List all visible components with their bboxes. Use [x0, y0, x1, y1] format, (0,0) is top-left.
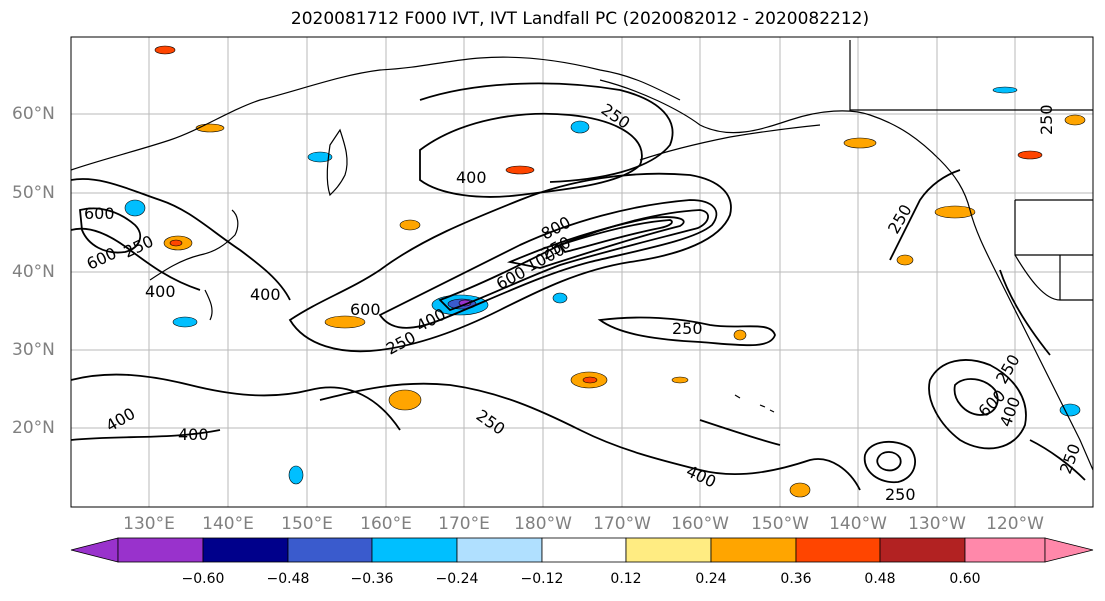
- canada-border: [849, 40, 1093, 111]
- lon-label: 180°W: [514, 514, 572, 534]
- contour-label: 250: [1037, 104, 1056, 135]
- colorbar-segment: [371, 537, 458, 563]
- lon-label: 130°E: [123, 514, 175, 534]
- contour-east-low-inner: [953, 378, 999, 416]
- alaska-coast: [599, 79, 971, 211]
- colorbar-tick-label: −0.24: [435, 571, 479, 587]
- colorbar-tick-label: −0.60: [181, 571, 225, 587]
- colorbar-segment: [287, 537, 373, 563]
- colorbar-extend-low: [70, 537, 119, 563]
- contour-label: 400: [456, 168, 487, 187]
- colorbar-segment: [625, 537, 712, 563]
- us-states: [1014, 199, 1093, 301]
- contour-250-north: [419, 82, 674, 183]
- contour-hawaii-low-inner: [876, 451, 902, 472]
- ivt-contours: [70, 82, 1086, 491]
- kamchatka: [326, 128, 348, 197]
- contour-800-jet: [506, 216, 685, 269]
- contour-label: 250: [885, 485, 916, 504]
- contour-label: 600: [350, 300, 381, 319]
- colorbar-tick-label: 0.48: [864, 571, 896, 587]
- contour-south-2: [319, 382, 861, 491]
- lat-label: 40°N: [12, 262, 55, 282]
- lon-label: 140°W: [829, 514, 887, 534]
- lon-label: 150°E: [281, 514, 333, 534]
- contour-400-jet: [378, 199, 718, 329]
- contour-label: 600: [84, 204, 115, 223]
- japan-korea: [149, 209, 239, 321]
- colorbar-tick-label: 0.24: [695, 571, 727, 587]
- colorbar-segment: [202, 537, 289, 563]
- contour-label: 400: [250, 285, 281, 304]
- lat-label: 50°N: [12, 183, 55, 203]
- colorbar-segment: [964, 537, 1046, 563]
- colorbar-segment: [456, 537, 543, 563]
- lon-label: 160°E: [360, 514, 412, 534]
- colorbar-tick-label: −0.48: [266, 571, 310, 587]
- contour-label: 400: [145, 282, 176, 301]
- colorbar: [70, 537, 1094, 563]
- hawaii: [734, 394, 775, 413]
- colorbar-segment: [117, 537, 204, 563]
- colorbar-segment: [541, 537, 627, 563]
- lon-label: 120°W: [986, 514, 1044, 534]
- map-title: 2020081712 F000 IVT, IVT Landfall PC (20…: [290, 9, 870, 29]
- colorbar-tick-label: 0.60: [949, 571, 981, 587]
- contour-south-east: [699, 419, 1086, 481]
- contour-south-1: [70, 373, 401, 441]
- map-frame: [70, 36, 1094, 508]
- lon-label: 160°W: [671, 514, 729, 534]
- colorbar-segment: [795, 537, 881, 563]
- contour-label: 400: [178, 425, 209, 444]
- colorbar-tick-label: −0.12: [520, 571, 564, 587]
- colorbar-segment: [879, 537, 966, 563]
- contour-600-jet: [438, 209, 709, 312]
- pc-shading: [124, 45, 1086, 498]
- lat-label: 20°N: [12, 418, 55, 438]
- contour-hawaii-low: [863, 440, 916, 484]
- contour-east-low: [928, 359, 1027, 450]
- na-west-coast: [969, 209, 1094, 471]
- asia-coast: [70, 56, 681, 171]
- lon-label: 140°E: [202, 514, 254, 534]
- contour-250-jet: [288, 172, 732, 353]
- aleutians: [639, 124, 821, 161]
- contour-central: [597, 316, 776, 347]
- colorbar-extend-high: [1044, 537, 1094, 563]
- lat-label: 30°N: [12, 340, 55, 360]
- contour-east-coast: [889, 169, 1051, 356]
- colorbar-tick-label: 0.12: [610, 571, 642, 587]
- contour-label: 250: [672, 319, 703, 338]
- coastlines: [70, 40, 1094, 471]
- lon-label: 130°W: [908, 514, 966, 534]
- contour-1000-jet: [558, 219, 673, 254]
- lon-label: 150°W: [751, 514, 809, 534]
- lat-label: 60°N: [12, 104, 55, 124]
- contour-asia-inner: [79, 207, 142, 254]
- colorbar-tick-label: −0.36: [350, 571, 394, 587]
- lon-label: 170°E: [438, 514, 490, 534]
- colorbar-tick-label: 0.36: [780, 571, 812, 587]
- colorbar-segment: [710, 537, 797, 563]
- lon-label: 170°W: [593, 514, 651, 534]
